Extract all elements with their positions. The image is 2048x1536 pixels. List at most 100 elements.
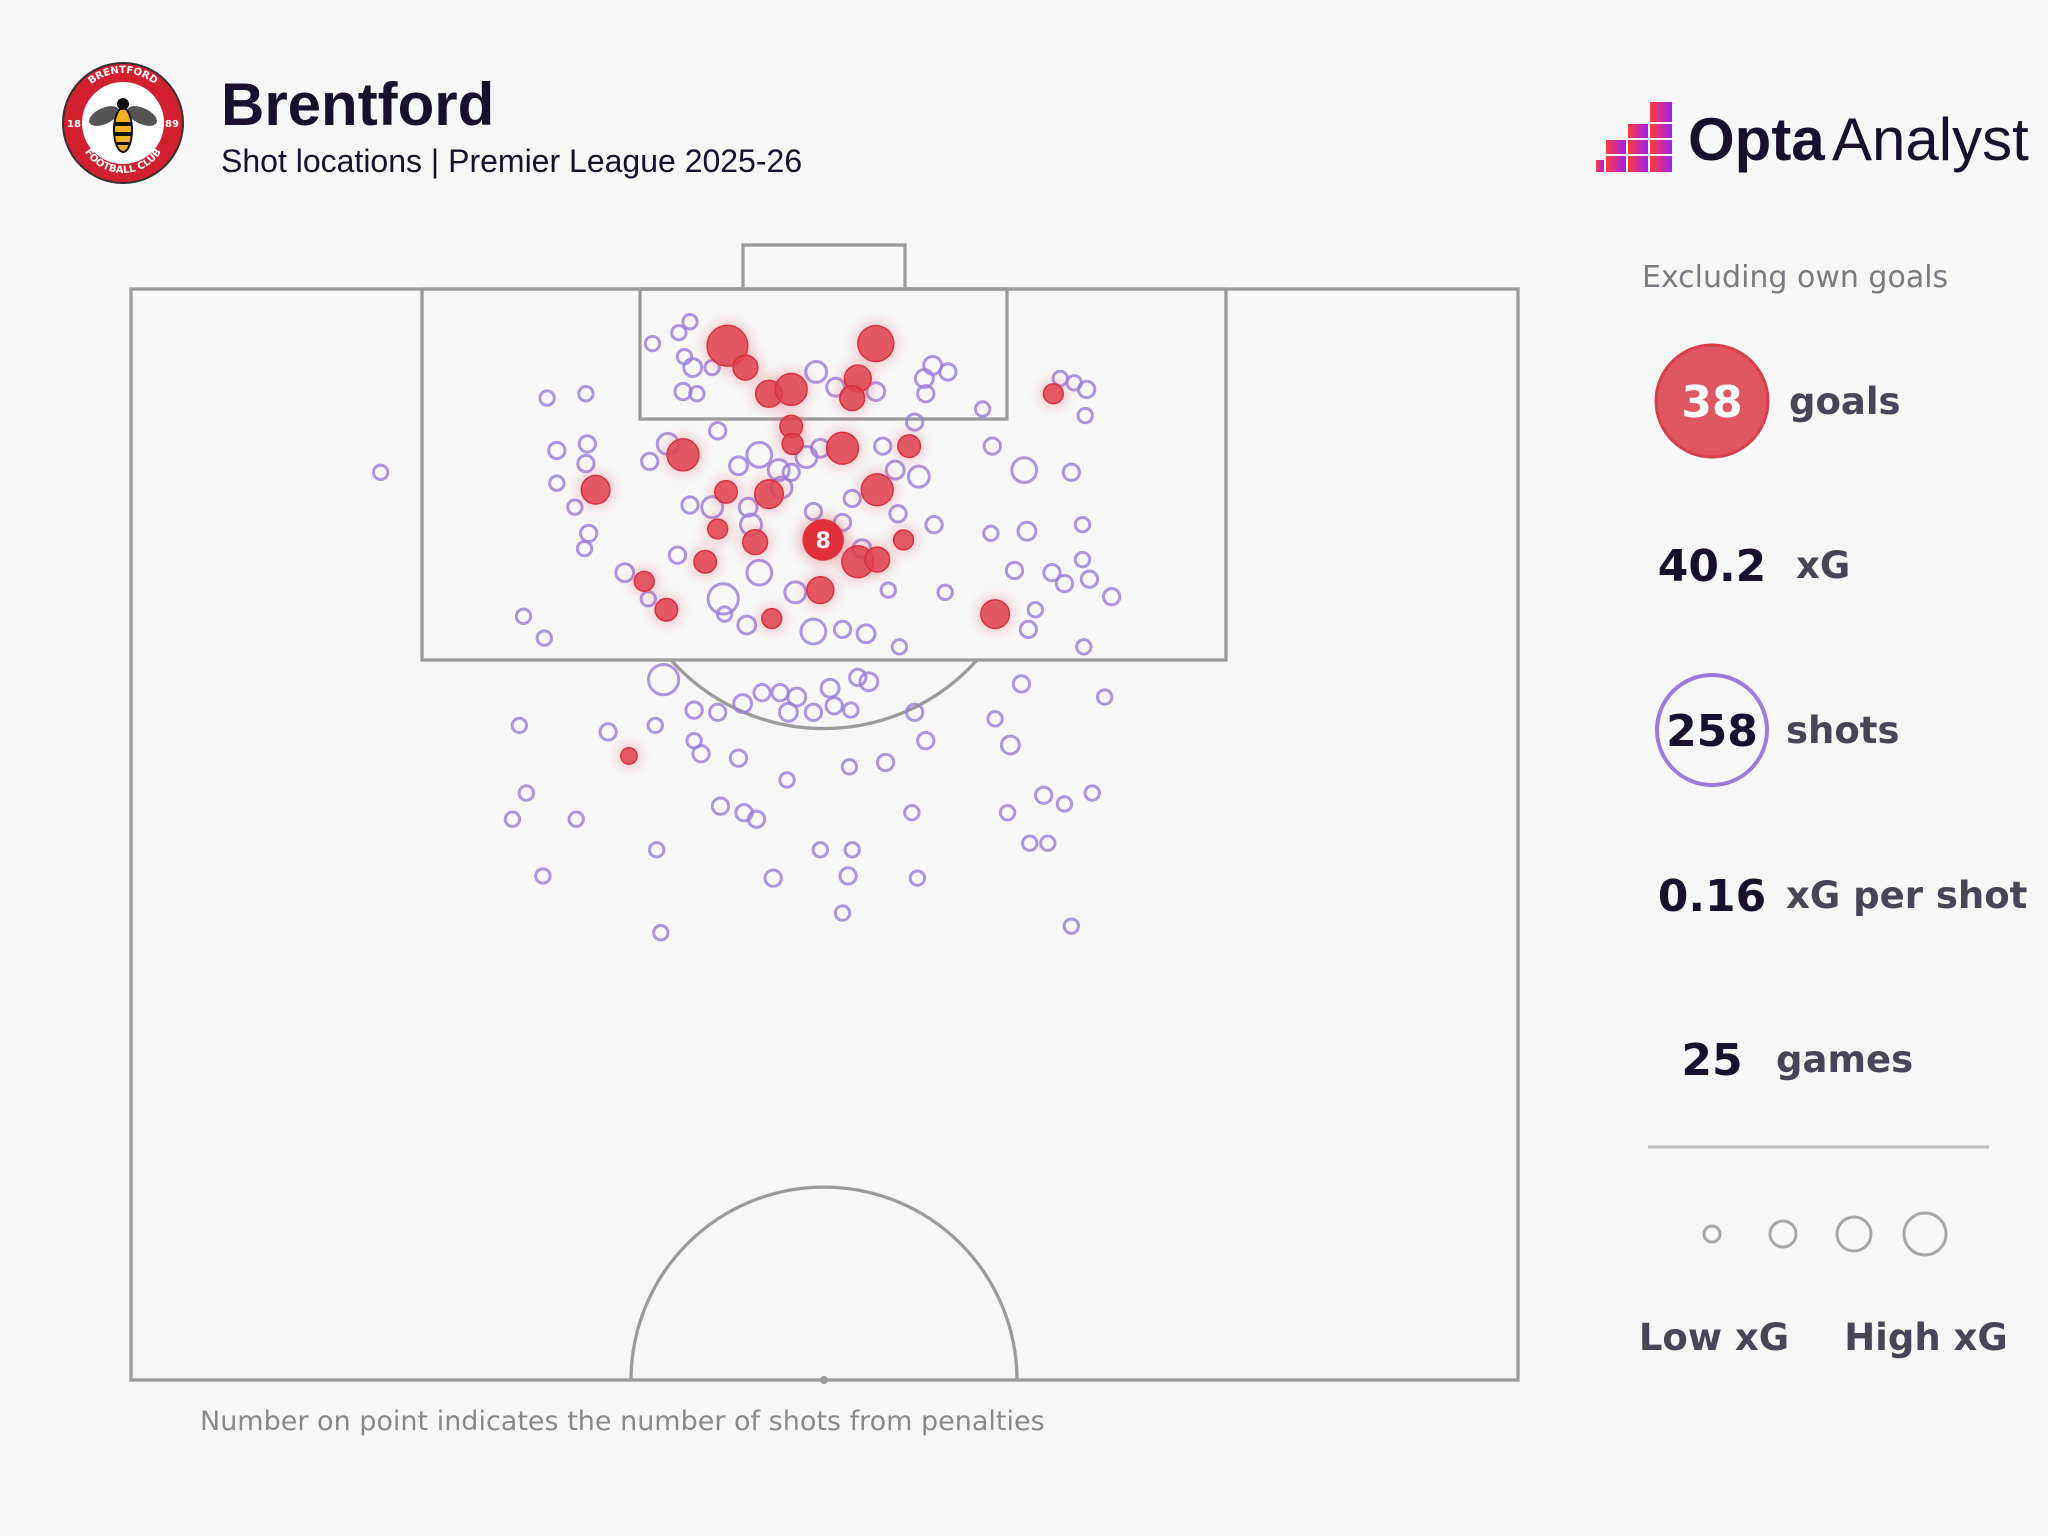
shot-point (576, 453, 596, 474)
shot-point (998, 803, 1017, 822)
goal-point-dot (860, 473, 894, 507)
shot-point (567, 810, 585, 828)
penalty-arc (669, 658, 979, 731)
shot-point (804, 359, 829, 384)
goal-point-dot (839, 384, 866, 412)
goal-point-dot (732, 354, 759, 381)
goal-point (689, 546, 721, 578)
goal-point-dot (753, 479, 785, 510)
shot-point (905, 412, 925, 432)
shot-point (1016, 520, 1038, 542)
goal-point-dot (825, 431, 860, 465)
brentford-crest: BRENTFORD FOOTBALL CLUB 18 89 (62, 62, 184, 184)
goal-point (703, 515, 732, 543)
goal-point-dot (781, 432, 804, 456)
goal-point-dot (693, 549, 718, 574)
shot-point (824, 696, 844, 716)
legend-circle-4 (1902, 1211, 1948, 1257)
goal-point-dot (857, 324, 895, 363)
goal (741, 243, 907, 291)
shot-point (1062, 917, 1081, 935)
shot-point (503, 810, 522, 828)
goal-point (651, 594, 682, 626)
shot-point (840, 758, 859, 776)
goal-point (663, 434, 703, 475)
shot-point (819, 677, 841, 699)
shot-point (1076, 406, 1094, 425)
shot-point (1076, 379, 1097, 400)
shot-point (936, 583, 954, 601)
shot-point (514, 607, 533, 625)
shot-point (1083, 784, 1101, 802)
shot-point (667, 545, 688, 565)
games-value: 25 (1681, 1035, 1742, 1086)
shot-point (778, 771, 796, 789)
xg-per-shot-value: 0.16 (1658, 871, 1767, 922)
shots-label: shots (1786, 709, 1900, 752)
shot-point (982, 436, 1002, 456)
pitch (129, 243, 1520, 1384)
goal-point-dot (620, 747, 638, 765)
shot-point (838, 866, 858, 886)
shot-point (646, 716, 664, 735)
shot-point (728, 455, 749, 477)
shot-point (1079, 569, 1100, 589)
goal-point (630, 567, 659, 596)
goals-layer (577, 321, 1068, 769)
shot-point (579, 523, 599, 544)
shot-point (858, 671, 880, 693)
shot-point (906, 464, 931, 489)
bee-icon (89, 98, 157, 153)
shot-point (1073, 515, 1092, 534)
goal-point (835, 381, 869, 415)
shot-point (728, 748, 749, 768)
shot-point (1075, 638, 1093, 656)
shot-point (708, 702, 728, 722)
goal-point (729, 351, 762, 384)
shot-point (745, 558, 774, 587)
shot-point (681, 313, 699, 331)
shot-point (746, 809, 767, 829)
shot-point (708, 421, 728, 441)
shot-point (647, 841, 666, 859)
shot-point (710, 796, 731, 816)
shot-point (888, 504, 908, 524)
goal-point (616, 743, 642, 769)
stats-panel: Excluding own goals 38 goals 40.2 xG 258… (1639, 260, 2027, 1359)
goal-point (778, 429, 808, 459)
shot-point (1010, 456, 1039, 484)
shot-point (843, 841, 861, 859)
games-label: games (1776, 1038, 1913, 1081)
shot-point (646, 662, 681, 697)
goal-point-dot (806, 575, 835, 605)
shot-point (1054, 573, 1075, 594)
legend-high-label: High xG (1844, 1316, 2008, 1359)
goals-badge (1654, 343, 1770, 459)
shot-point (848, 667, 868, 688)
shot-point (640, 451, 660, 472)
legend-circle-3 (1835, 1215, 1873, 1253)
goal-point (893, 430, 925, 462)
goal-point-dot (580, 474, 611, 505)
goal-point (889, 526, 918, 554)
goal-point (976, 595, 1014, 633)
shot-point (706, 582, 740, 616)
shot-point (577, 385, 595, 403)
shot-point (517, 784, 535, 802)
shot-point (786, 686, 808, 708)
goal-point-dot (666, 438, 700, 472)
goal-point (853, 321, 898, 366)
shot-point (778, 701, 799, 723)
goal-point (822, 428, 863, 469)
shot-point (652, 923, 670, 942)
shot-point (982, 524, 1000, 543)
page-subtitle: Shot locations | Premier League 2025-26 (221, 143, 802, 179)
goals-value: 38 (1681, 377, 1742, 428)
legend-low-label: Low xG (1639, 1316, 1789, 1359)
opta-analyst-logo: Opta Analyst (1596, 102, 2029, 173)
shot-point (510, 716, 529, 735)
legend-circle-1 (1702, 1224, 1722, 1244)
shot-point (890, 638, 909, 656)
shot-point (1042, 563, 1062, 583)
